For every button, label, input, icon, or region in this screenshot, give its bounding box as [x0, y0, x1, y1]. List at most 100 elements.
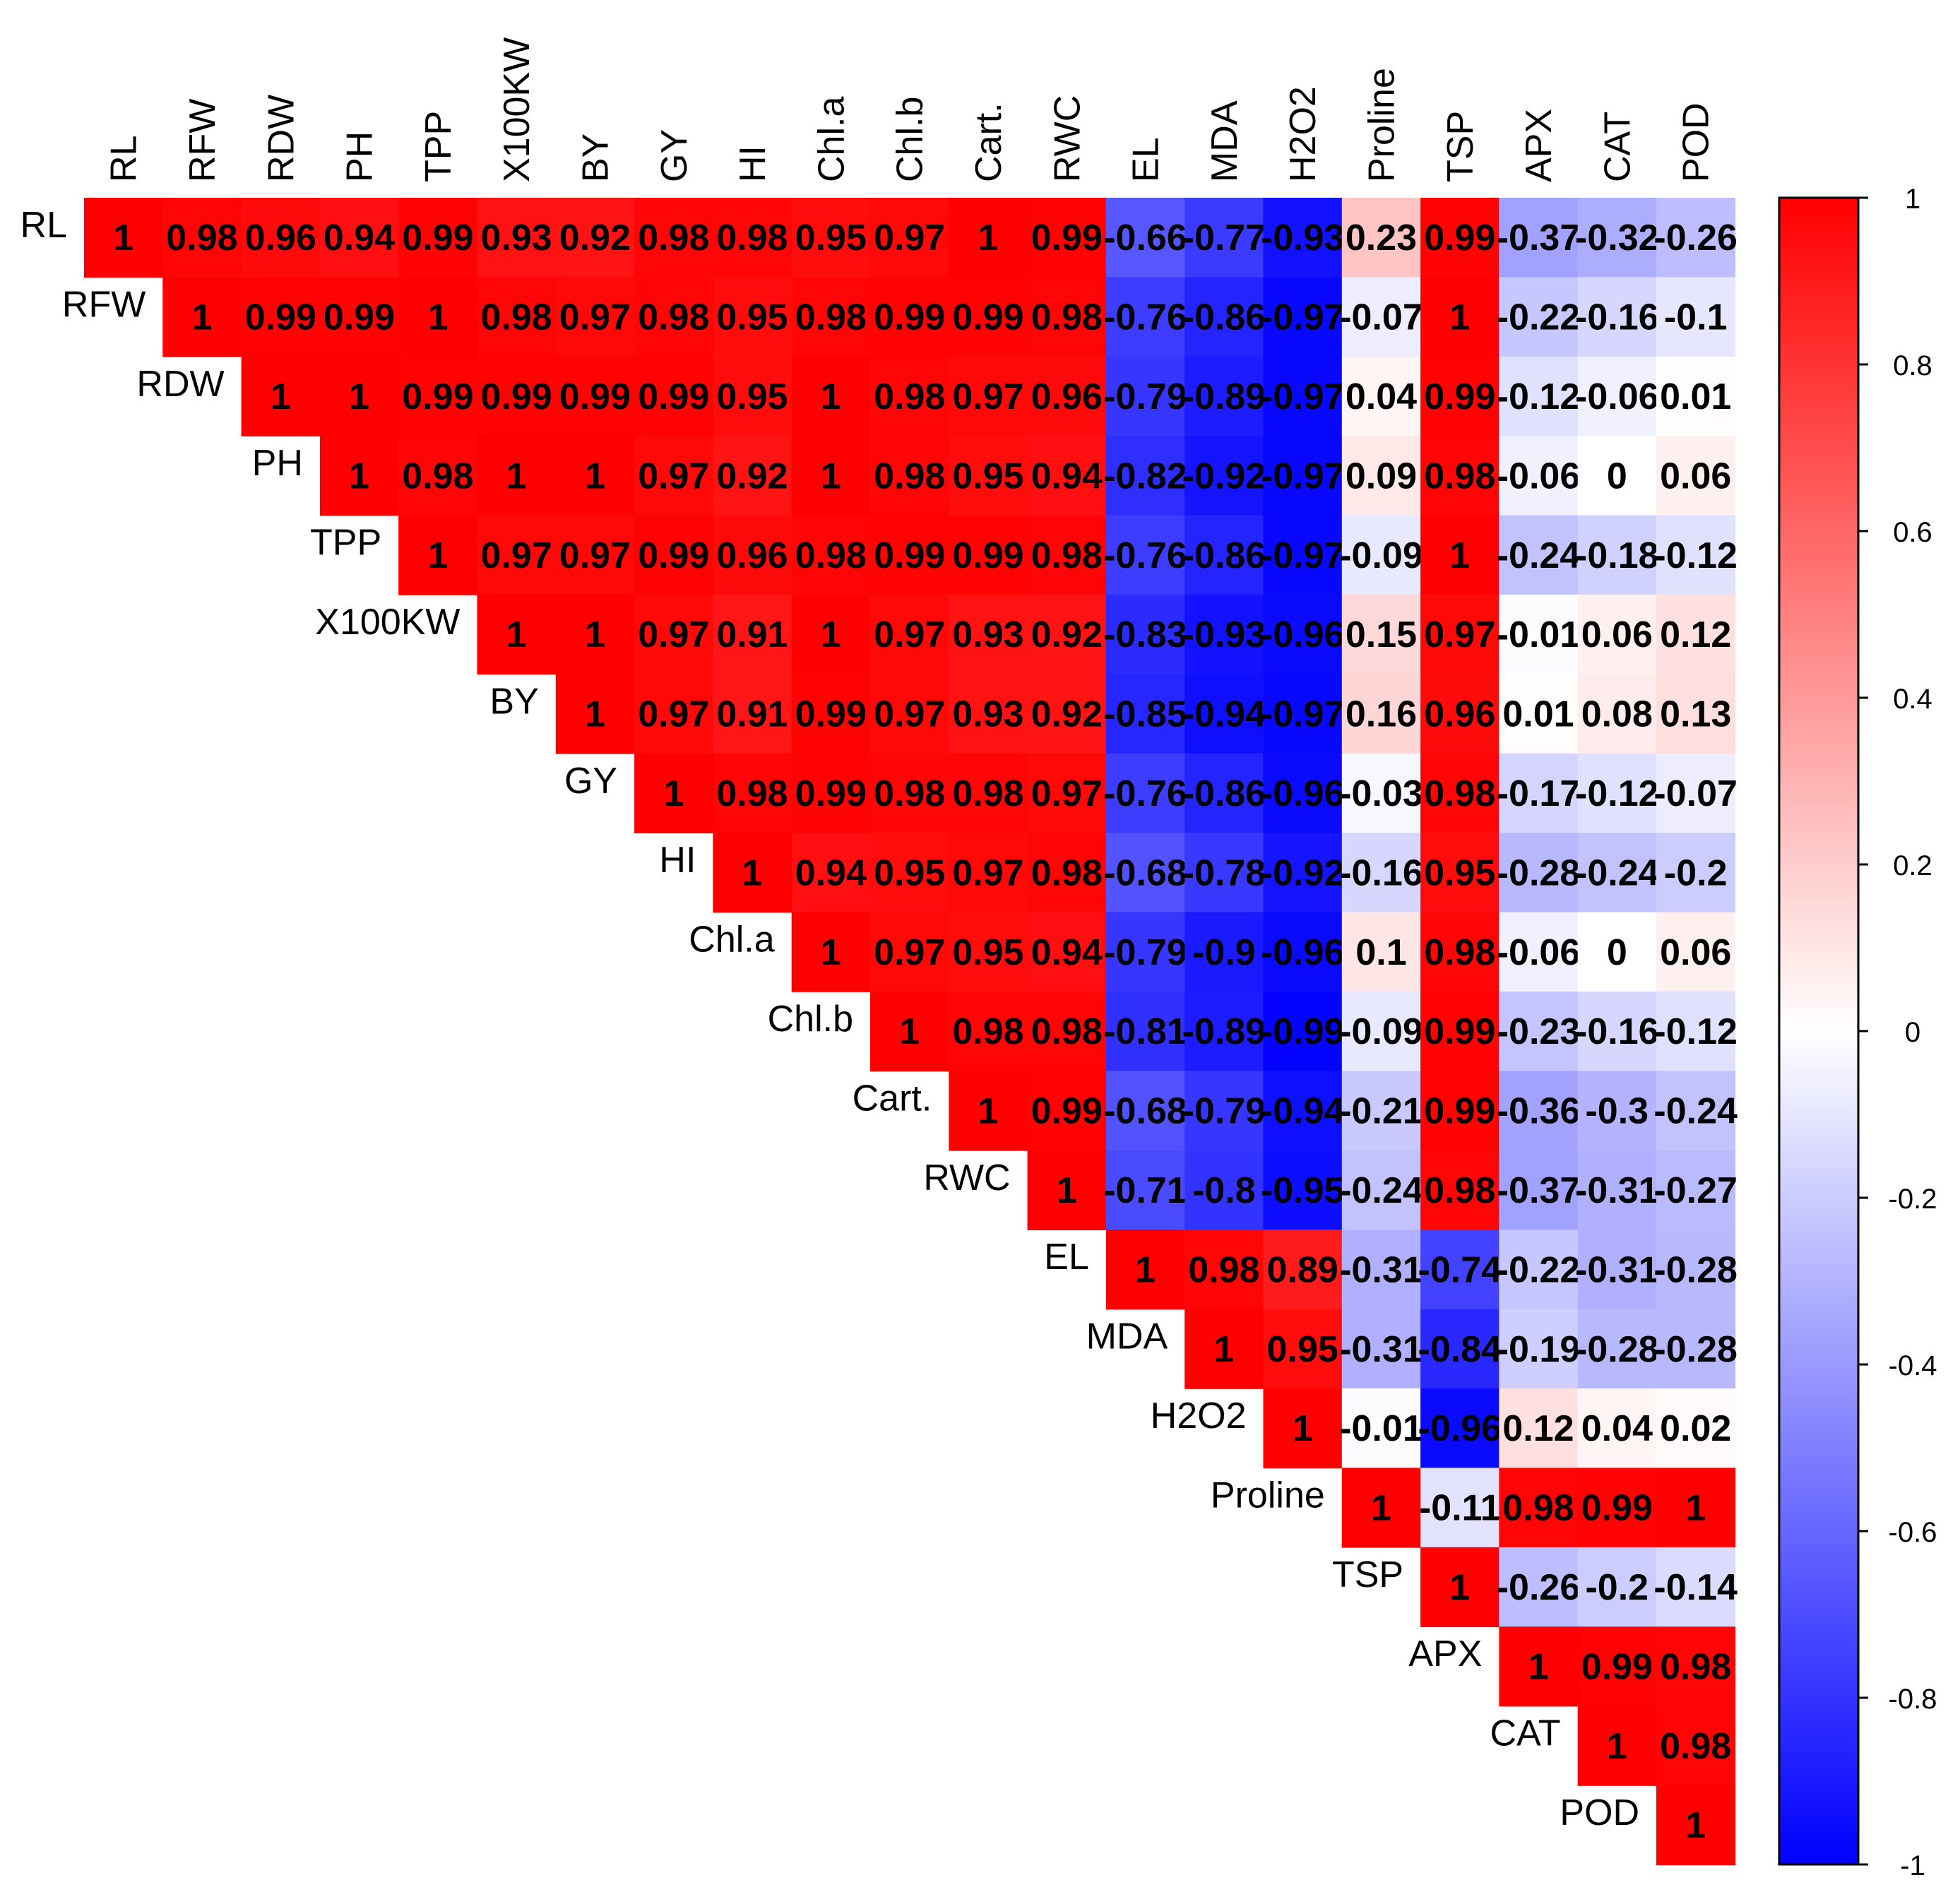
- heatmap-cell-TPP-RWC: [1027, 515, 1107, 595]
- row-label-Proline: Proline: [1211, 1475, 1325, 1516]
- cell-value-PH-Chl.a: 1: [821, 456, 841, 496]
- heatmap-cell-RFW-MDA: [1184, 277, 1264, 357]
- colorbar-ticks: 1 0.8 0.6 0.4 0.2 0 -0.2 -0.4 -0.6 -0.8 -1: [1858, 184, 1937, 1881]
- cell-value-Proline-POD: 1: [1685, 1488, 1706, 1529]
- heatmap-cell-RFW-GY: [634, 277, 714, 357]
- cell-value-PH-APX: -0.06: [1497, 456, 1581, 496]
- cell-value-BY-HI: 0.91: [716, 694, 788, 735]
- heatmap-cell-RWC-APX: [1499, 1150, 1579, 1230]
- cell-value-TSP-APX: -0.26: [1497, 1567, 1581, 1608]
- cell-value-Chl.a-Cart.: 0.95: [952, 932, 1023, 973]
- row-label-GY: GY: [564, 761, 617, 802]
- cell-value-X100KW-X100KW: 1: [506, 614, 527, 655]
- heatmap-cell-HI-Chl.b: [870, 833, 950, 913]
- colorbar-tick-label: 0.2: [1893, 850, 1932, 881]
- heatmap-cell-Proline-APX: [1499, 1468, 1579, 1548]
- cell-value-MDA-POD: -0.28: [1653, 1329, 1738, 1370]
- cell-value-POD-POD: 1: [1685, 1805, 1706, 1846]
- cell-value-HI-MDA: -0.78: [1182, 852, 1266, 893]
- cell-value-Cart.-MDA: -0.79: [1182, 1091, 1266, 1132]
- cell-value-APX-POD: 0.98: [1660, 1646, 1731, 1687]
- heatmap-cell-PH-MDA: [1184, 436, 1264, 516]
- cell-value-GY-TSP: 0.98: [1424, 773, 1495, 814]
- cell-value-Chl.b-H2O2: -0.99: [1261, 1011, 1345, 1052]
- row-label-X100KW: X100KW: [315, 602, 460, 643]
- heatmap-cell-RFW-Cart.: [949, 277, 1028, 357]
- heatmap-cell-X100KW-HI: [713, 595, 792, 675]
- heatmap-cell-Chl.a-TSP: [1420, 912, 1500, 992]
- cell-value-X100KW-POD: 0.12: [1660, 614, 1731, 655]
- heatmap-cell-HI-POD: [1656, 833, 1736, 913]
- heatmap-cell-X100KW-APX: [1499, 595, 1579, 675]
- heatmap-cell-RWC-TSP: [1420, 1150, 1500, 1230]
- heatmap-cell-X100KW-Chl.a: [791, 595, 871, 675]
- cell-value-RFW-RDW: 0.99: [245, 297, 316, 338]
- heatmap-cell-BY-APX: [1499, 674, 1579, 754]
- heatmap-cell-RDW-CAT: [1577, 356, 1657, 436]
- heatmap-cell-TPP-Chl.a: [791, 515, 871, 595]
- row-label-APX: APX: [1408, 1634, 1482, 1674]
- column-label-HI: HI: [732, 145, 773, 182]
- heatmap-cell-Chl.b-MDA: [1184, 992, 1264, 1072]
- cell-value-RFW-Chl.a: 0.98: [795, 297, 867, 338]
- heatmap-cell-Cart.-POD: [1656, 1071, 1736, 1151]
- cell-value-TPP-POD: -0.12: [1653, 535, 1738, 576]
- heatmap-cell-TPP-BY: [555, 515, 635, 595]
- heatmap-cell-TPP-HI: [713, 515, 792, 595]
- cell-value-Chl.a-TSP: 0.98: [1424, 932, 1495, 973]
- cell-value-Chl.b-RWC: 0.98: [1031, 1011, 1103, 1052]
- heatmap-cell-PH-TPP: [398, 436, 478, 516]
- colorbar-tick-label: 0.4: [1893, 684, 1932, 715]
- column-label-Chl.a: Chl.a: [811, 97, 852, 182]
- cell-value-RFW-TSP: 1: [1449, 297, 1470, 338]
- heatmap-cell-RFW-RFW: [162, 277, 242, 357]
- cell-value-GY-GY: 1: [663, 773, 684, 814]
- cell-value-GY-Chl.a: 0.99: [795, 773, 867, 814]
- heatmap-cell-RWC-RWC: [1027, 1150, 1107, 1230]
- row-label-TSP: TSP: [1332, 1554, 1403, 1595]
- cell-value-Chl.b-EL: -0.81: [1103, 1011, 1187, 1052]
- cell-value-RWC-APX: -0.37: [1497, 1170, 1581, 1211]
- cell-value-Chl.b-Chl.b: 1: [899, 1011, 920, 1052]
- heatmap-cell-TSP-APX: [1499, 1547, 1579, 1627]
- column-label-GY: GY: [654, 129, 695, 182]
- heatmap-cell-PH-Chl.b: [870, 436, 950, 516]
- cell-value-RL-RWC: 0.99: [1031, 218, 1103, 258]
- heatmap-cell-Chl.a-POD: [1656, 912, 1736, 992]
- cell-value-TSP-TSP: 1: [1449, 1567, 1470, 1608]
- heatmap-cell-TPP-H2O2: [1263, 515, 1343, 595]
- cell-value-HI-HI: 1: [742, 852, 763, 893]
- heatmap-cell-TPP-Proline: [1341, 515, 1421, 595]
- cell-value-RFW-Chl.b: 0.99: [874, 297, 945, 338]
- heatmap-cell-GY-Chl.a: [791, 753, 871, 833]
- heatmap-cell-Chl.b-Cart.: [949, 992, 1028, 1072]
- heatmap-cell-RFW-Proline: [1341, 277, 1421, 357]
- cell-value-TPP-GY: 0.99: [638, 535, 709, 576]
- cell-value-TPP-Proline: -0.09: [1339, 535, 1423, 576]
- heatmap-cell-APX-APX: [1499, 1626, 1579, 1707]
- heatmap-cell-RFW-HI: [713, 277, 792, 357]
- heatmap-cell-BY-H2O2: [1263, 674, 1343, 754]
- cell-value-RFW-MDA: -0.86: [1182, 297, 1266, 338]
- cell-value-RWC-MDA: -0.8: [1192, 1170, 1256, 1211]
- heatmap-cell-X100KW-RWC: [1027, 595, 1107, 675]
- heatmap-cell-Cart.-CAT: [1577, 1071, 1657, 1151]
- heatmap-cell-RWC-MDA: [1184, 1150, 1264, 1230]
- heatmap-cell-MDA-H2O2: [1263, 1309, 1343, 1389]
- heatmap-cell-RL-POD: [1656, 198, 1736, 278]
- cell-value-X100KW-BY: 1: [585, 614, 605, 655]
- cell-value-RFW-Proline: -0.07: [1339, 297, 1423, 338]
- cell-value-X100KW-Chl.a: 1: [821, 614, 841, 655]
- cell-value-GY-H2O2: -0.96: [1261, 773, 1345, 814]
- heatmap-cell-BY-Chl.b: [870, 674, 950, 754]
- cell-value-Chl.a-CAT: 0: [1607, 932, 1627, 973]
- column-label-POD: POD: [1676, 102, 1717, 182]
- cell-value-HI-Chl.b: 0.95: [874, 852, 945, 893]
- row-label-RL: RL: [20, 205, 67, 246]
- heatmap-cell-APX-POD: [1656, 1626, 1736, 1707]
- heatmap-cell-MDA-MDA: [1184, 1309, 1264, 1389]
- heatmap-cell-RDW-POD: [1656, 356, 1736, 436]
- heatmap-cell-RFW-X100KW: [477, 277, 557, 357]
- heatmap-cell-Cart.-APX: [1499, 1071, 1579, 1151]
- heatmap-cell-Cart.-H2O2: [1263, 1071, 1343, 1151]
